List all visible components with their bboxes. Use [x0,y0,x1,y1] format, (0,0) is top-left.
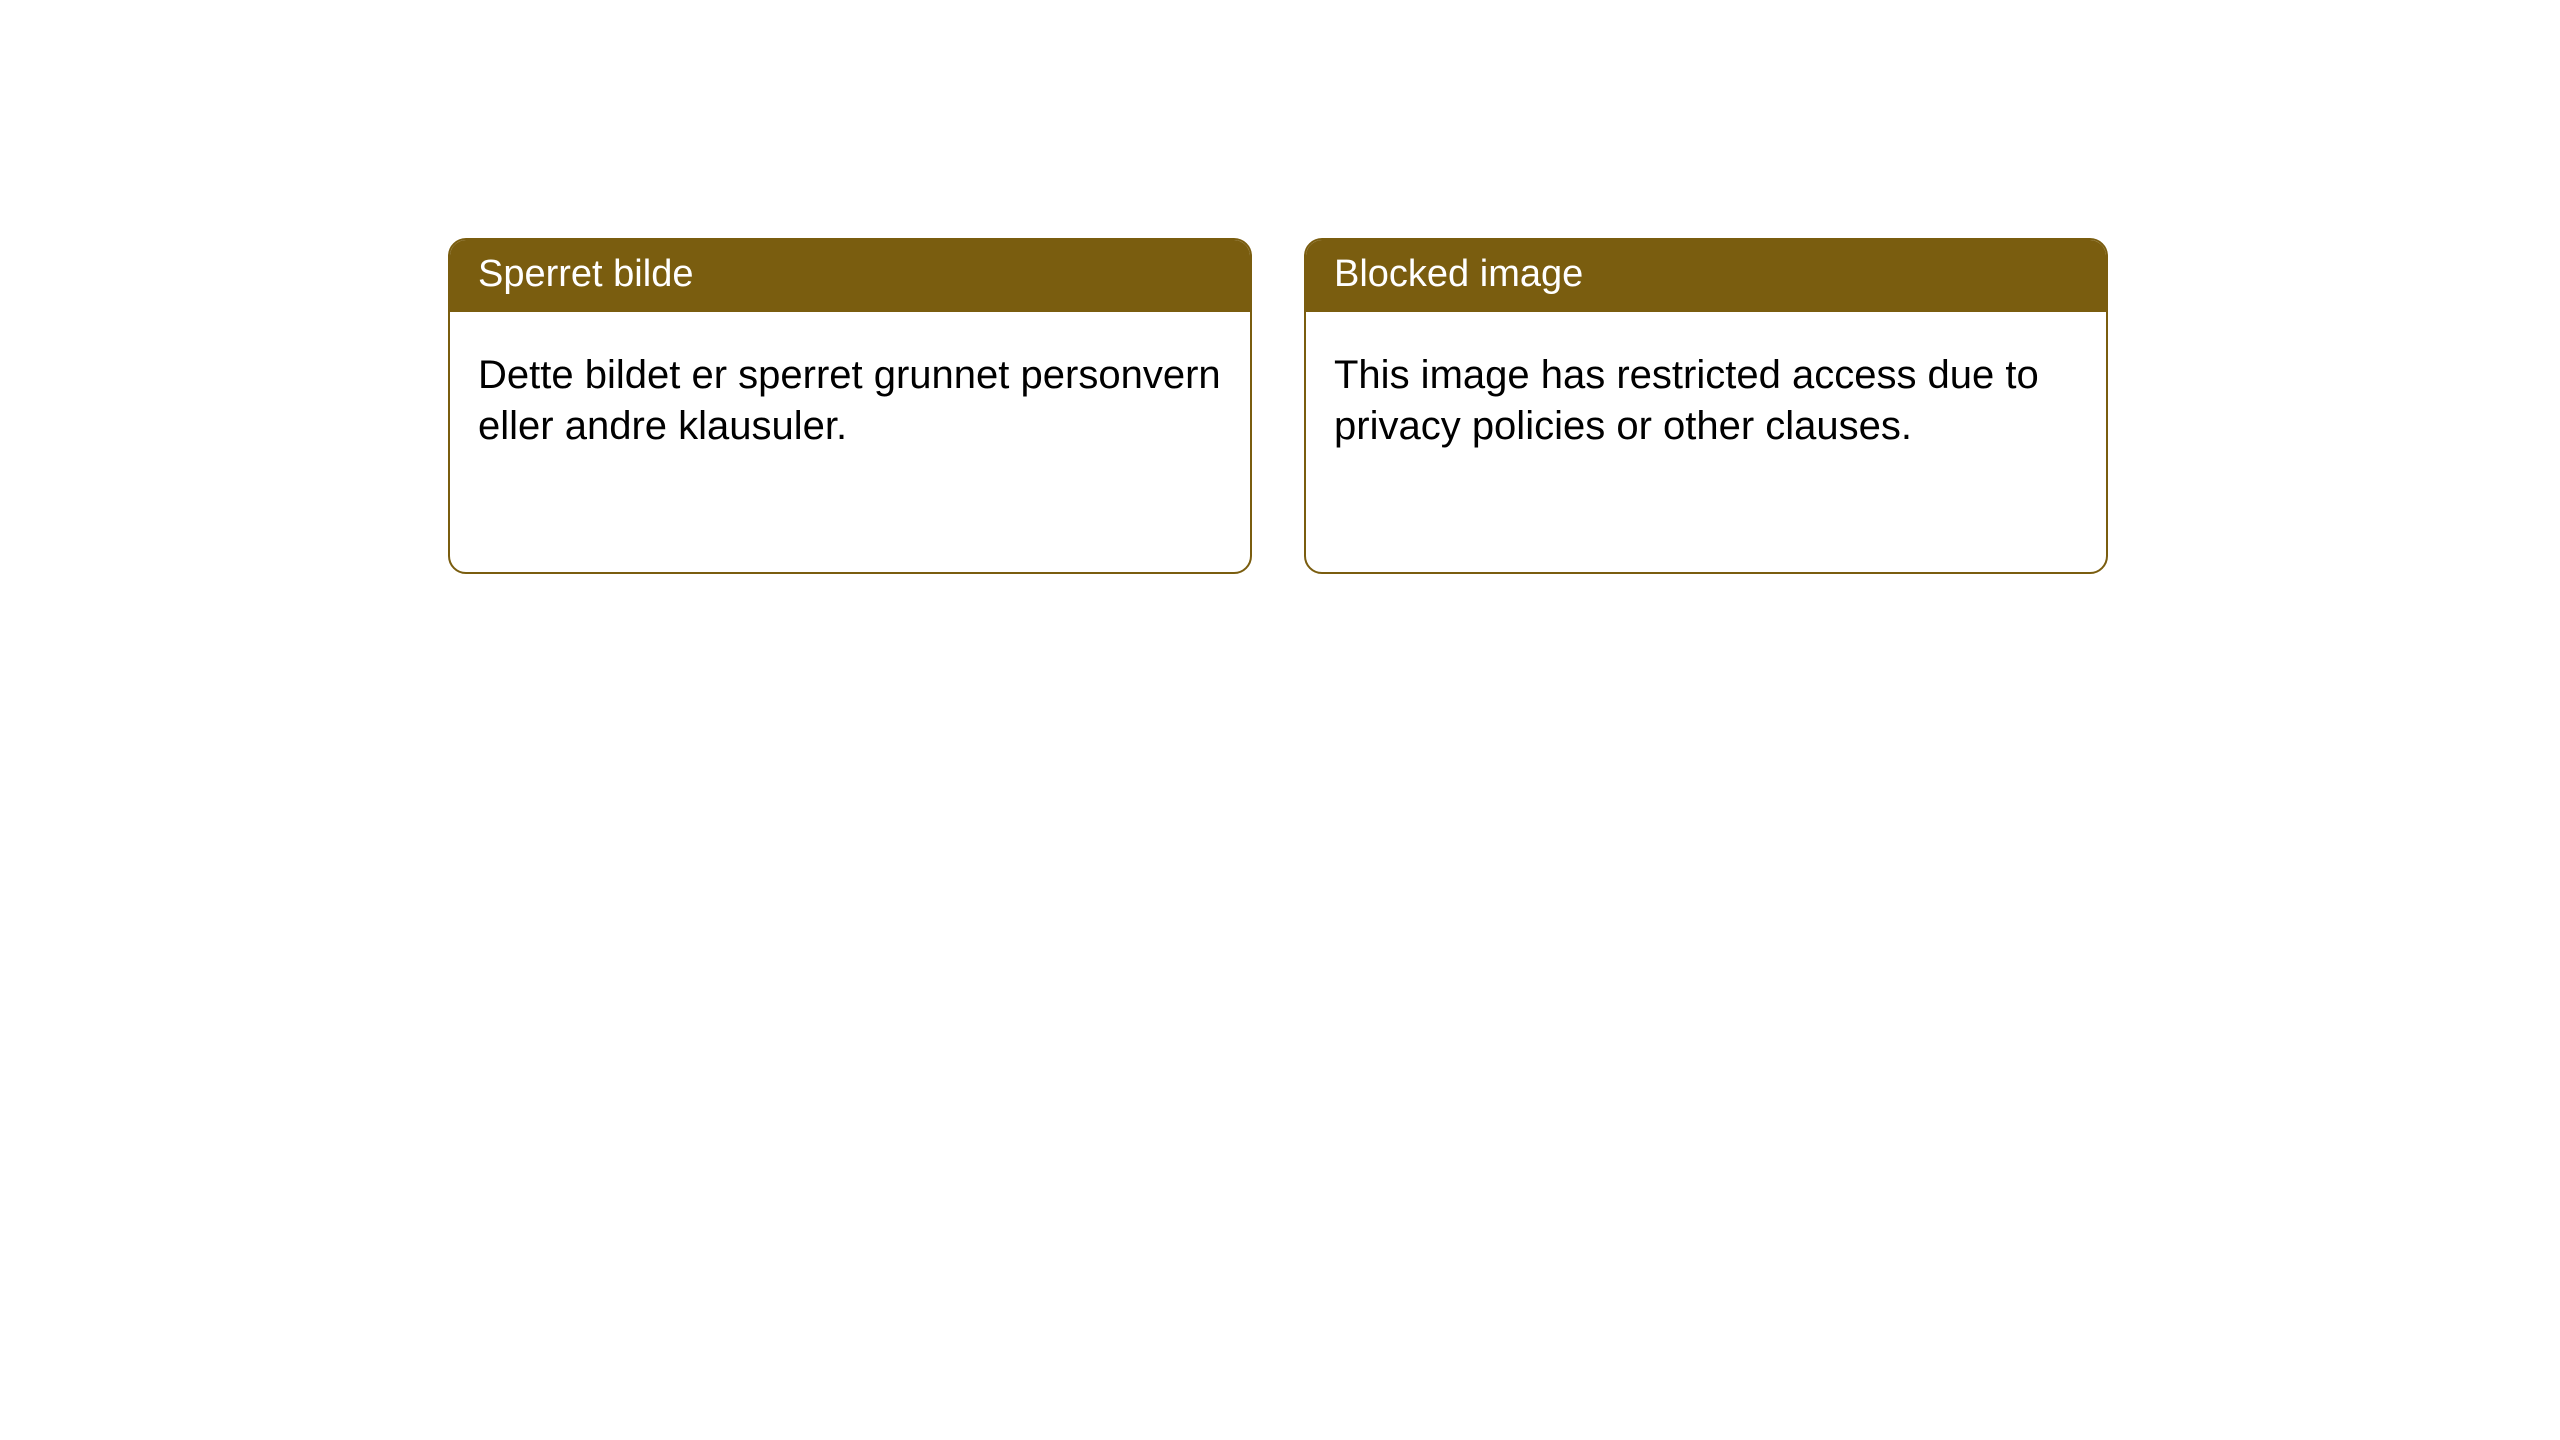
notice-title-english: Blocked image [1306,240,2106,312]
notice-title-norwegian: Sperret bilde [450,240,1250,312]
notice-body-norwegian: Dette bildet er sperret grunnet personve… [450,312,1250,480]
notice-card-norwegian: Sperret bilde Dette bildet er sperret gr… [448,238,1252,574]
notice-container: Sperret bilde Dette bildet er sperret gr… [0,0,2560,574]
notice-card-english: Blocked image This image has restricted … [1304,238,2108,574]
notice-body-english: This image has restricted access due to … [1306,312,2106,480]
